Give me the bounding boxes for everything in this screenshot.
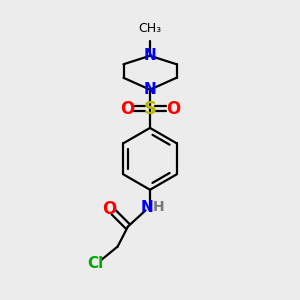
Text: N: N <box>141 200 153 215</box>
Text: CH₃: CH₃ <box>138 22 162 34</box>
Text: O: O <box>102 200 116 218</box>
Text: N: N <box>144 48 156 63</box>
Text: S: S <box>143 100 157 118</box>
Text: O: O <box>120 100 134 118</box>
Text: H: H <box>152 200 164 214</box>
Text: Cl: Cl <box>87 256 104 271</box>
Text: N: N <box>144 82 156 97</box>
Text: O: O <box>166 100 180 118</box>
